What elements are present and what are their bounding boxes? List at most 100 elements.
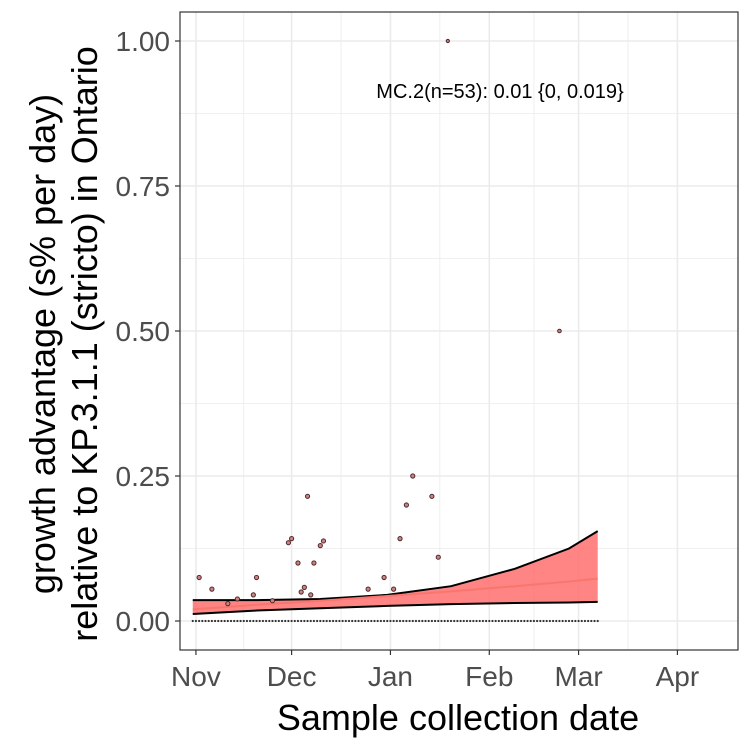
- zero-data-point: [357, 619, 360, 623]
- y-tick-label: 0.25: [116, 461, 171, 492]
- zero-data-point: [306, 619, 309, 623]
- data-point: [397, 536, 403, 542]
- zero-data-point: [577, 619, 580, 623]
- zero-data-point: [255, 619, 258, 623]
- zero-data-point: [453, 619, 456, 623]
- zero-data-point: [351, 619, 354, 623]
- data-point: [253, 574, 260, 581]
- zero-data-point: [191, 619, 194, 623]
- zero-data-point: [252, 619, 255, 623]
- zero-data-point: [596, 619, 599, 623]
- zero-data-point: [481, 619, 485, 623]
- x-tick-label: Nov: [171, 661, 221, 692]
- x-tick-label: Dec: [267, 661, 317, 692]
- zero-data-point: [338, 619, 341, 623]
- zero-data-point: [459, 619, 462, 623]
- data-point: [317, 543, 323, 549]
- zero-data-point: [296, 619, 300, 623]
- zero-data-point: [443, 619, 446, 623]
- zero-data-point: [446, 619, 449, 623]
- zero-data-point: [229, 619, 233, 623]
- zero-data-point: [485, 619, 488, 623]
- zero-data-point: [433, 619, 437, 623]
- zero-data-point: [204, 619, 207, 623]
- data-point: [301, 584, 307, 590]
- zero-data-point: [488, 619, 491, 623]
- zero-data-point: [242, 619, 245, 623]
- zero-data-point: [322, 619, 325, 623]
- zero-data-point: [469, 619, 472, 623]
- zero-data-point: [245, 619, 249, 623]
- zero-data-point: [408, 619, 411, 623]
- zero-data-point: [233, 619, 236, 623]
- zero-data-point: [529, 619, 532, 623]
- axes-layer: 0.00 0.25 0.50 0.75 1.00 Nov Dec Jan Feb Mar Apr: [116, 26, 700, 692]
- x-tick-label: Feb: [465, 661, 513, 692]
- data-point: [435, 554, 441, 560]
- confidence-ribbon: [192, 531, 598, 615]
- fit-annotation: MC.2(n=53): 0.01 {0, 0.019}: [376, 81, 624, 103]
- zero-data-point: [261, 619, 265, 623]
- zero-data-point: [312, 619, 316, 623]
- zero-data-point: [542, 619, 545, 623]
- zero-data-point: [370, 619, 373, 623]
- zero-data-point: [217, 619, 220, 623]
- zero-data-point: [389, 619, 392, 623]
- zero-data-point: [277, 619, 280, 623]
- zero-data-point: [347, 619, 351, 623]
- zero-data-point: [271, 619, 274, 623]
- zero-data-point: [478, 619, 481, 623]
- zero-data-point: [580, 619, 583, 623]
- zero-data-point: [465, 619, 469, 623]
- data-point: [304, 493, 311, 499]
- zero-data-point: [207, 619, 210, 623]
- zero-data-point: [548, 619, 551, 623]
- zero-data-point: [344, 619, 347, 623]
- y-tick-label: 1.00: [116, 26, 171, 57]
- data-point: [308, 592, 314, 598]
- y-tick-label: 0.00: [116, 606, 171, 637]
- data-point: [557, 328, 562, 334]
- zero-data-point: [440, 619, 443, 623]
- zero-data-point: [392, 619, 395, 623]
- zero-data-point: [472, 619, 475, 623]
- zero-data-point: [405, 619, 408, 623]
- zero-data-point: [513, 619, 516, 623]
- zero-data-point: [449, 619, 453, 623]
- y-axis-title-line-1: growth advantage (s% per day): [22, 94, 63, 594]
- grid-layer: [180, 12, 738, 650]
- zero-data-point: [520, 619, 523, 623]
- zero-data-point: [523, 619, 526, 623]
- zero-data-point: [328, 619, 331, 623]
- zero-data-point: [373, 619, 376, 623]
- zero-data-point: [395, 619, 398, 623]
- data-point: [285, 540, 292, 546]
- data-point: [320, 538, 327, 544]
- zero-data-point: [223, 619, 226, 623]
- zero-data-point: [462, 619, 465, 623]
- zero-data-point: [494, 619, 497, 623]
- data-point: [196, 574, 202, 581]
- data-point: [403, 502, 409, 508]
- zero-data-point: [309, 619, 312, 623]
- zero-data-point: [593, 619, 596, 623]
- zero-data-point: [456, 619, 459, 623]
- data-point: [445, 38, 450, 44]
- zero-data-point: [379, 619, 382, 623]
- zero-data-point: [220, 619, 223, 623]
- zero-data-point: [354, 619, 357, 623]
- zero-data-point: [258, 619, 261, 623]
- ribbon-upper-edge: [192, 530, 599, 602]
- data-point: [410, 473, 416, 479]
- zero-data-point: [402, 619, 405, 623]
- zero-data-point: [411, 619, 414, 623]
- data-point: [295, 560, 301, 566]
- zero-data-point: [507, 619, 510, 623]
- data-point: [225, 601, 231, 607]
- zero-data-point: [558, 619, 561, 623]
- zero-data-point: [319, 619, 322, 623]
- data-point: [429, 493, 435, 499]
- zero-data-point: [236, 619, 239, 623]
